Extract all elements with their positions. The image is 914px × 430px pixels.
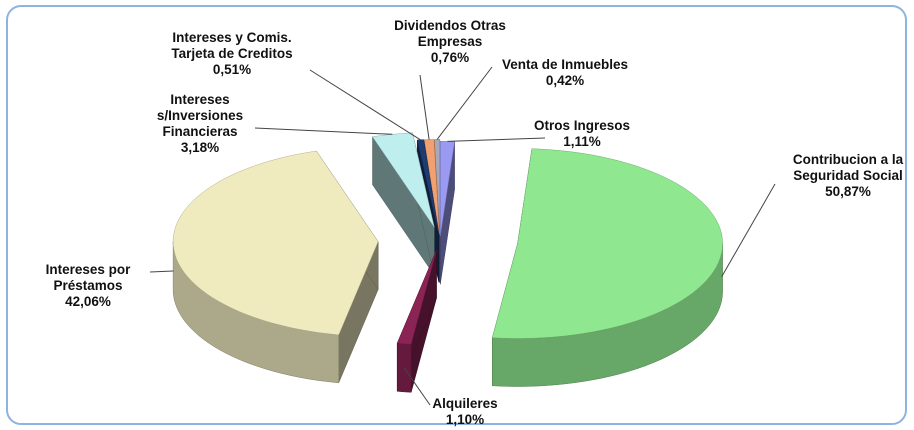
label-name: Venta de Inmuebles: [501, 57, 629, 72]
label-value: 0,76%: [430, 50, 470, 65]
label-name: Otros Ingresos: [533, 118, 631, 133]
slice-label: Dividendos Otras Empresas 0,76%: [375, 18, 525, 66]
slice: [423, 139, 440, 235]
label-name: Alquileres: [432, 396, 498, 411]
slice-wall: [396, 343, 412, 393]
leader-line: [436, 66, 493, 140]
label-name: Contribucion a la Seguridad Social: [792, 152, 904, 183]
slice-label: Contribucion a la Seguridad Social 50,87%: [773, 152, 914, 200]
leader-line: [419, 74, 430, 140]
leader-line: [721, 183, 776, 277]
label-value: 0,42%: [545, 73, 585, 88]
leader-line: [447, 137, 546, 142]
slice-label: Alquileres 1,10%: [415, 396, 515, 428]
slice: [172, 150, 379, 336]
leader-line: [149, 270, 174, 273]
leader-line: [309, 69, 421, 141]
label-value: 50,87%: [825, 184, 871, 199]
slice-label: Otros Ingresos 1,11%: [507, 118, 657, 150]
label-name: Dividendos Otras Empresas: [394, 18, 506, 49]
leader-line: [254, 127, 393, 135]
label-value: 1,11%: [563, 134, 601, 149]
label-name: Intereses s/Inversiones Financieras: [156, 92, 244, 139]
label-name: Intereses y Comis. Tarjeta de Creditos: [171, 30, 293, 61]
slice-label: Intereses y Comis. Tarjeta de Creditos 0,…: [152, 30, 312, 78]
slice-label: Intereses por Préstamos 42,06%: [23, 262, 153, 310]
slice: [440, 141, 455, 237]
leader-line: [403, 367, 431, 406]
label-value: 42,06%: [65, 294, 111, 309]
label-value: 1,10%: [445, 412, 485, 427]
frame: [6, 5, 907, 425]
slice: [416, 139, 440, 235]
slice: [491, 148, 723, 339]
label-value: 0,51%: [212, 62, 252, 77]
slice: [396, 250, 437, 345]
label-value: 3,18%: [180, 140, 220, 155]
label-name: Intereses por Préstamos: [45, 262, 131, 293]
slice-label: Intereses s/Inversiones Financieras 3,18%: [130, 92, 270, 156]
slice-label: Venta de Inmuebles 0,42%: [480, 57, 650, 89]
